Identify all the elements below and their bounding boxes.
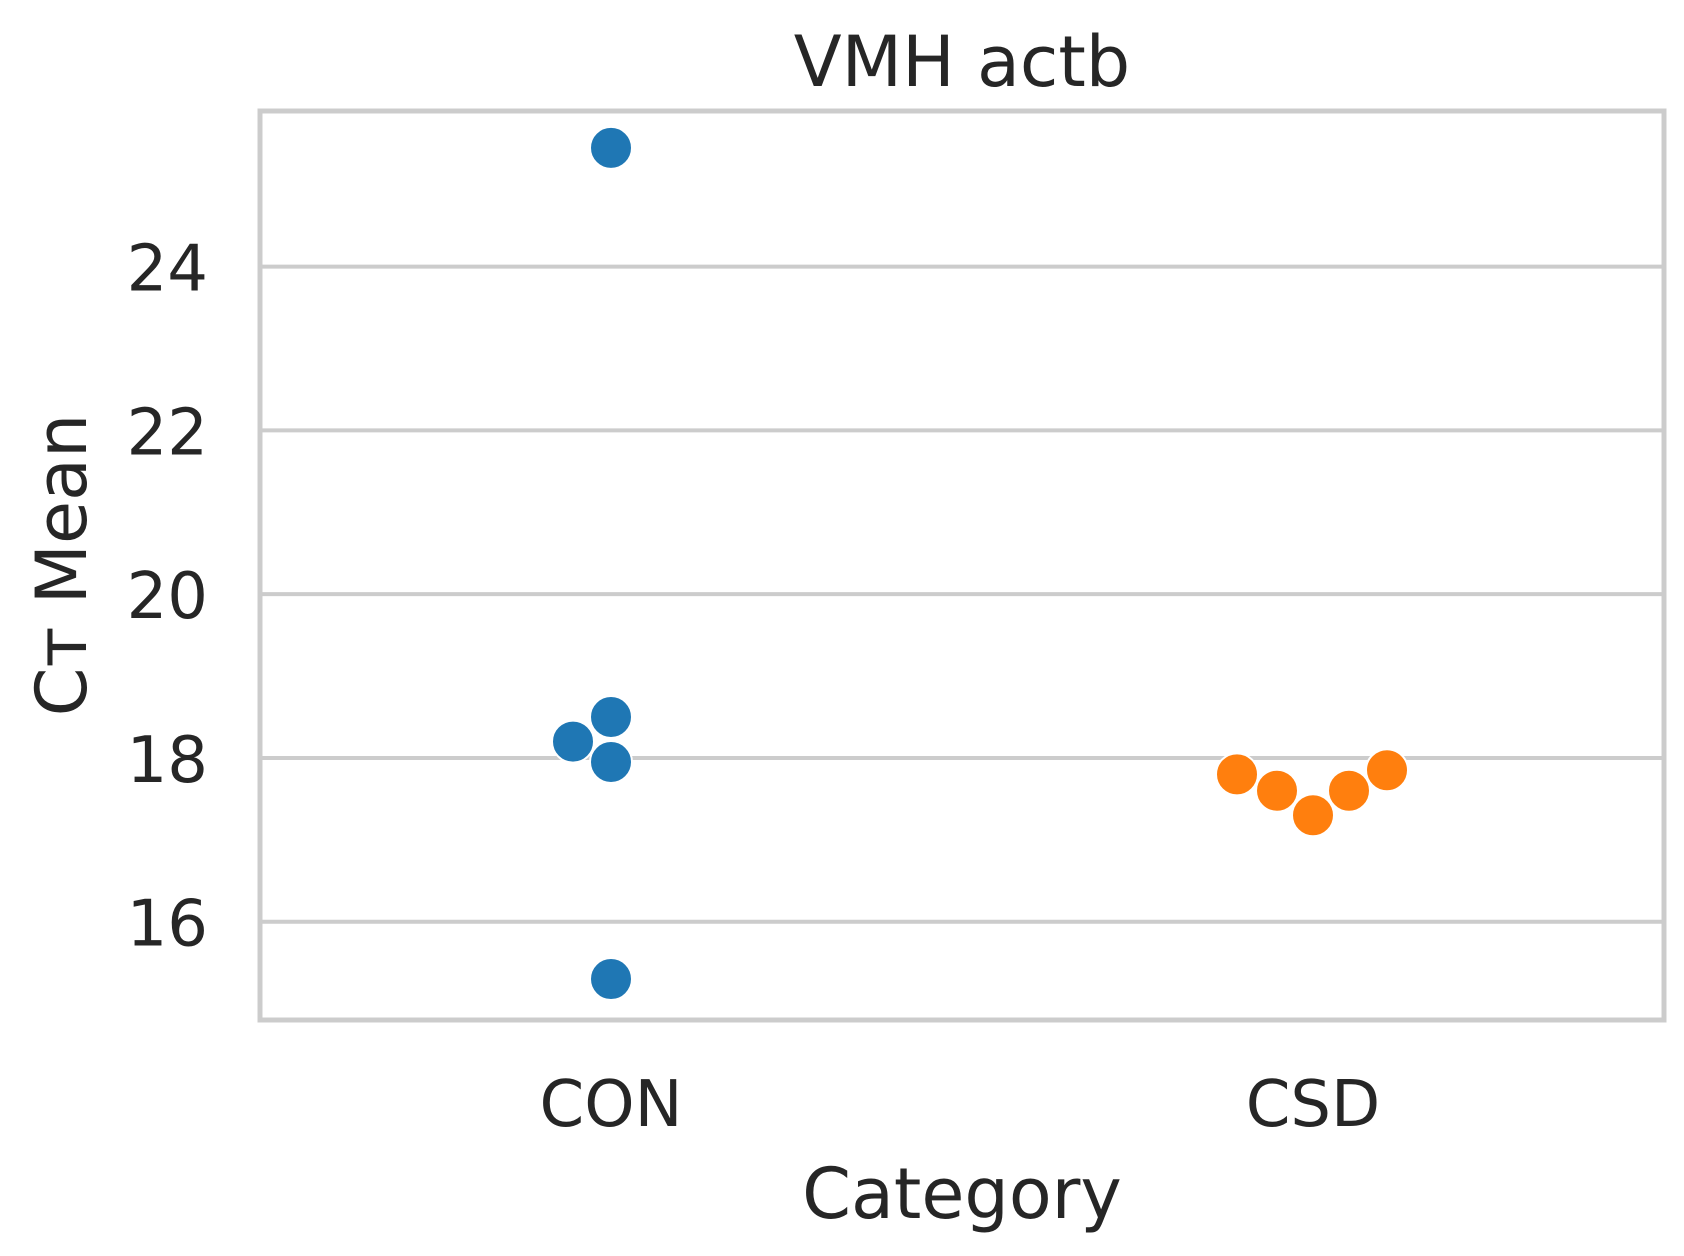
data-point-con <box>589 957 633 1002</box>
data-point-csd <box>1291 793 1335 838</box>
data-point-csd <box>1215 752 1259 797</box>
grid-lines <box>260 264 1664 924</box>
x-axis-label: Category <box>802 1153 1122 1235</box>
chart-title: VMH actb <box>794 21 1130 103</box>
y-tick-label: 16 <box>127 888 208 962</box>
x-tick-labels: CON CSD <box>540 1068 1381 1142</box>
plot-frame <box>257 108 1667 1023</box>
y-tick-label: 18 <box>127 724 208 798</box>
data-point-csd <box>1327 768 1371 813</box>
y-tick-labels: 16 18 20 22 24 <box>127 233 208 962</box>
data-point-con <box>589 125 633 170</box>
data-points <box>551 125 1409 1002</box>
y-tick-label: 20 <box>127 560 208 634</box>
data-point-csd <box>1255 768 1299 813</box>
data-point-csd <box>1365 748 1409 793</box>
y-axis-label: Cт Mean <box>21 414 103 717</box>
data-point-con <box>589 740 633 785</box>
data-point-con <box>589 695 633 739</box>
data-point-con <box>551 719 595 764</box>
x-tick-label: CON <box>540 1068 683 1142</box>
y-tick-label: 22 <box>127 396 208 470</box>
y-tick-label: 24 <box>127 233 208 307</box>
x-tick-label: CSD <box>1246 1068 1381 1142</box>
